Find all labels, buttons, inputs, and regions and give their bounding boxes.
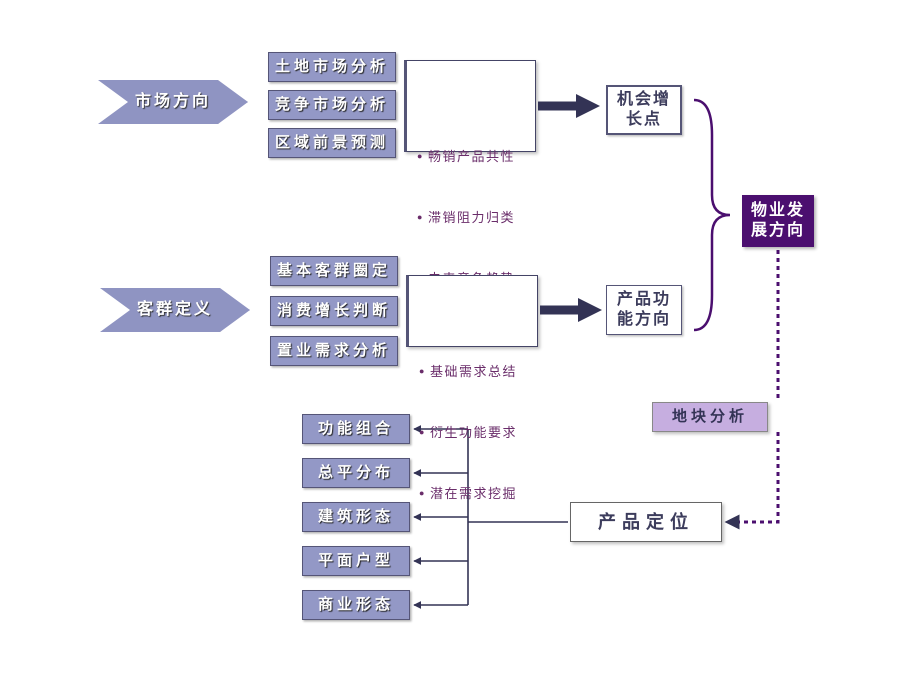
land-analysis-label: 地块分析 (672, 408, 748, 427)
arrow-market-to-result (538, 94, 600, 118)
bullets-market: 畅销产品共性 滞销阻力归类 未来竞争趋势 当前客群特征 (404, 60, 536, 152)
block-label: 基本客群圈定 (277, 262, 391, 281)
bullet-item: 基础需求总结 (419, 362, 527, 383)
result-opportunity: 机会增 长点 (606, 85, 682, 135)
bullets-customer: 基础需求总结 衍生功能要求 潜在需求挖掘 (406, 275, 538, 347)
bullet-item: 衍生功能要求 (419, 423, 527, 444)
block-purchase-demand: 置业需求分析 (270, 336, 398, 366)
output-label: 平面户型 (318, 552, 394, 571)
block-competition: 竞争市场分析 (268, 90, 396, 120)
output-label: 总平分布 (318, 464, 394, 483)
chevron-market: 市场方向 (98, 80, 248, 124)
chevron-customer-label: 客群定义 (137, 300, 213, 320)
arrow-customer-to-result (540, 298, 602, 322)
bullets-customer-list: 基础需求总结 衍生功能要求 潜在需求挖掘 (419, 322, 527, 544)
block-region-forecast: 区域前景预测 (268, 128, 396, 158)
output-commercial: 商业形态 (302, 590, 410, 620)
land-analysis: 地块分析 (652, 402, 768, 432)
result-label: 机会增 长点 (617, 90, 671, 130)
product-positioning: 产品定位 (570, 502, 722, 542)
output-label: 商业形态 (318, 596, 394, 615)
output-function-mix: 功能组合 (302, 414, 410, 444)
block-land-market: 土地市场分析 (268, 52, 396, 82)
bullet-item: 滞销阻力归类 (417, 208, 525, 229)
diagram-canvas: 市场方向 客群定义 土地市场分析 竞争市场分析 区域前景预测 基本客群圈定 消费… (0, 0, 920, 690)
block-label: 土地市场分析 (275, 58, 389, 77)
block-label: 置业需求分析 (277, 342, 391, 361)
property-development-direction: 物业发 展方向 (742, 195, 814, 247)
chevron-customer: 客群定义 (100, 288, 250, 332)
bullet-item: 潜在需求挖掘 (419, 484, 527, 505)
block-label: 竞争市场分析 (275, 96, 389, 115)
output-label: 功能组合 (318, 420, 394, 439)
purple-label: 物业发 展方向 (751, 201, 805, 241)
output-label: 建筑形态 (318, 508, 394, 527)
output-floorplan: 平面户型 (302, 546, 410, 576)
chevron-market-label: 市场方向 (135, 92, 211, 112)
flow-land-to-pos (726, 432, 778, 522)
block-label: 消费增长判断 (277, 302, 391, 321)
block-consumption-growth: 消费增长判断 (270, 296, 398, 326)
block-label: 区域前景预测 (275, 134, 389, 153)
block-customer-scope: 基本客群圈定 (270, 256, 398, 286)
output-masterplan: 总平分布 (302, 458, 410, 488)
brace-right (694, 100, 730, 330)
bullet-item: 畅销产品共性 (417, 147, 525, 168)
product-positioning-label: 产品定位 (598, 511, 694, 534)
output-architecture: 建筑形态 (302, 502, 410, 532)
result-product-func: 产品功 能方向 (606, 285, 682, 335)
result-label: 产品功 能方向 (617, 290, 671, 330)
